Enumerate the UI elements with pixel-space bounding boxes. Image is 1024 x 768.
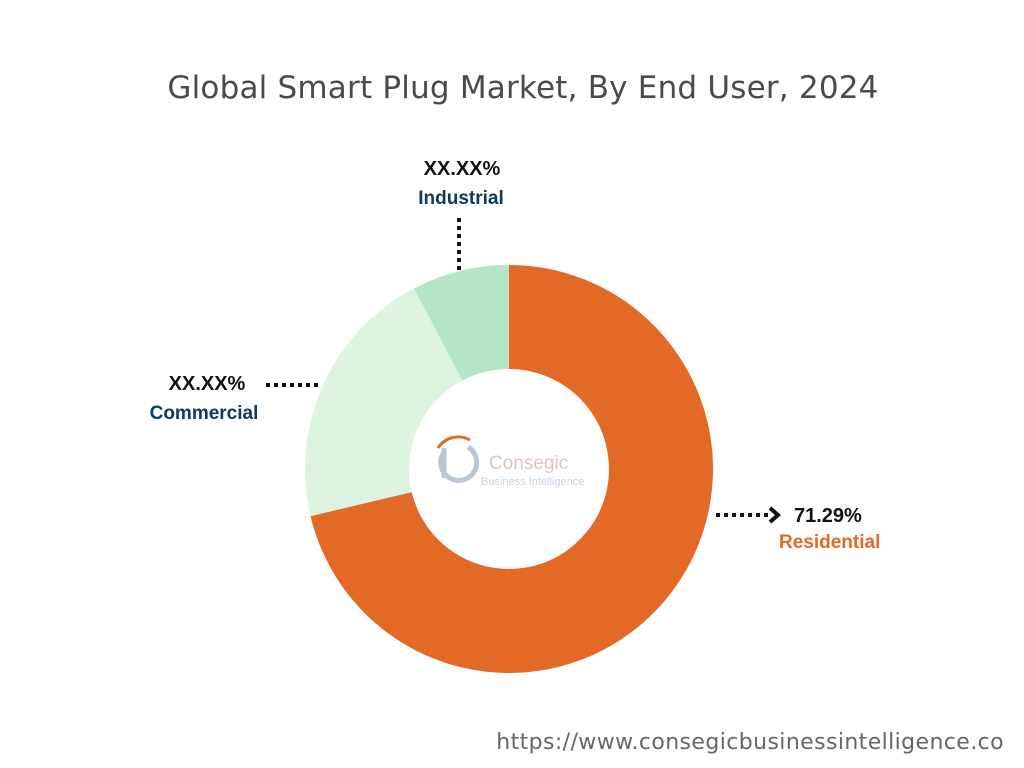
residential-label-group: 71.29% Residential [716,505,880,553]
industrial-value: XX.XX% [424,158,501,180]
chart-title: Global Smart Plug Market, By End User, 2… [167,70,879,106]
commercial-label: Commercial [150,403,259,424]
cbi-monogram-icon [436,435,480,483]
industrial-label-group: XX.XX% Industrial [418,158,504,270]
commercial-label-group: XX.XX% Commercial [150,373,320,424]
residential-arrowhead [768,506,782,524]
donut-slice-commercial [305,288,463,517]
footer-url[interactable]: https://www.consegicbusinessintelligence… [496,730,1004,755]
donut-slices [305,265,713,674]
industrial-label: Industrial [418,188,504,209]
donut-slice-residential [310,265,713,674]
donut-slice-industrial [413,265,509,381]
consegic-logo: Consegic Business Intelligence [436,435,584,488]
residential-value: 71.29% [794,505,862,527]
logo-name: Consegic [489,453,568,474]
logo-tagline: Business Intelligence [481,476,584,488]
residential-label: Residential [779,532,880,553]
commercial-value: XX.XX% [169,373,246,395]
